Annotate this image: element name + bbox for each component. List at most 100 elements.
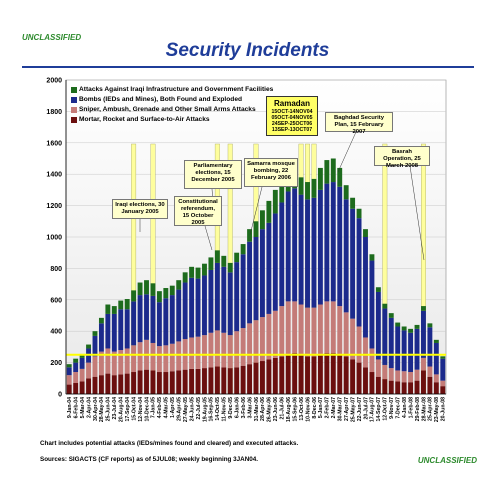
x-tick-label: 27-Apr-07 — [344, 397, 350, 421]
bar-mortar — [195, 368, 201, 394]
bar-sniper — [272, 310, 278, 358]
bar-mortar — [279, 356, 285, 394]
bar-bombs — [298, 194, 304, 305]
x-tick-label: 23-Jun-06 — [273, 397, 279, 421]
bar-bombs — [259, 229, 265, 318]
bar-mortar — [343, 356, 349, 394]
bar-sniper — [118, 350, 124, 375]
bar-mortar — [311, 356, 317, 394]
bar-mortar — [272, 357, 278, 394]
legend-item-mortar: Mortar, Rocket and Surface-to-Air Attack… — [71, 115, 273, 125]
bar-bombs — [324, 183, 330, 302]
x-tick-label: 31-Mar-06 — [254, 397, 260, 421]
ramadan-title: Ramadan — [273, 99, 310, 108]
bar-sniper — [247, 323, 253, 365]
bar-mortar — [189, 368, 195, 394]
bar-mortar — [440, 386, 446, 394]
x-tick-label: 22-Jul-05 — [196, 397, 202, 420]
bar-infrastructure — [266, 200, 272, 223]
bar-infrastructure — [408, 328, 414, 333]
bar-bombs — [253, 237, 259, 321]
x-tick-label: 1-Feb-08 — [408, 397, 414, 418]
callout-leader — [204, 225, 213, 251]
bar-mortar — [169, 371, 175, 394]
x-tick-label: 25-Apr-08 — [428, 397, 434, 421]
bar-infrastructure — [363, 229, 368, 237]
bar-bombs — [433, 342, 439, 375]
bar-sniper — [433, 374, 439, 383]
bar-infrastructure — [311, 178, 317, 198]
bar-infrastructure — [330, 158, 336, 183]
x-tick-label: 25-Jun-04 — [106, 397, 112, 421]
bar-sniper — [369, 348, 375, 373]
bar-sniper — [227, 335, 233, 369]
x-tick-label: 20-Jun-08 — [441, 397, 447, 421]
x-tick-label: 19-Aug-05 — [202, 397, 208, 422]
bar-sniper — [440, 380, 446, 387]
bar-bombs — [234, 262, 240, 332]
bar-sniper — [401, 371, 407, 383]
bar-sniper — [234, 331, 240, 368]
bar-sniper — [189, 337, 195, 369]
bar-mortar — [259, 361, 265, 394]
y-tick-label: 200 — [50, 360, 62, 367]
bar-bombs — [150, 295, 156, 343]
callout-basrah-operation: Basrah Operation, 25 March 2008 — [374, 146, 430, 169]
ramadan-period: 05OCT-04NOV05 — [271, 115, 313, 121]
bar-sniper — [324, 301, 330, 354]
x-tick-label: 15-Sep-06 — [292, 397, 298, 422]
chart-note: Chart includes potential attacks (IEDs/m… — [40, 440, 299, 447]
bar-mortar — [356, 362, 362, 394]
bar-mortar — [427, 376, 433, 394]
bar-mortar — [363, 367, 368, 394]
x-tick-label: 20-Jul-07 — [363, 397, 369, 420]
bar-infrastructure — [343, 185, 349, 200]
bar-infrastructure — [440, 356, 446, 359]
bar-bombs — [311, 197, 317, 308]
bar-bombs — [176, 289, 182, 342]
bar-mortar — [163, 372, 169, 394]
x-tick-label: 10-Dec-04 — [144, 397, 150, 422]
bar-bombs — [350, 208, 356, 319]
bar-infrastructure — [259, 210, 265, 230]
legend-label: Sniper, Ambush, Grenade and Other Small … — [79, 106, 256, 113]
x-tick-label: 22-Jun-07 — [357, 397, 363, 421]
bar-infrastructure — [337, 167, 343, 187]
bar-infrastructure — [124, 299, 130, 310]
y-tick-label: 2000 — [46, 78, 62, 85]
bar-mortar — [221, 367, 227, 394]
bar-sniper — [305, 307, 310, 357]
bar-sniper — [363, 337, 368, 368]
bar-infrastructure — [156, 291, 162, 303]
x-tick-label: 7-Jan-05 — [151, 397, 157, 418]
bar-sniper — [240, 328, 246, 366]
bar-infrastructure — [169, 285, 175, 296]
bar-bombs — [208, 269, 214, 333]
bar-sniper — [285, 301, 291, 355]
callout-leader — [409, 165, 425, 261]
bar-bombs — [98, 323, 104, 352]
bar-sniper — [214, 330, 220, 367]
bar-sniper — [111, 351, 117, 376]
bar-mortar — [369, 372, 375, 394]
x-tick-label: 9-Dec-05 — [228, 397, 234, 419]
bar-sniper — [279, 306, 285, 357]
bar-sniper — [311, 307, 317, 357]
ramadan-period: 13SEP-13OCT07 — [271, 127, 313, 133]
bar-infrastructure — [395, 322, 401, 327]
callout-leader — [249, 186, 263, 236]
bar-sniper — [292, 301, 298, 354]
bar-infrastructure — [317, 167, 323, 190]
bar-bombs — [131, 301, 137, 346]
bar-sniper — [266, 313, 272, 360]
bar-mortar — [150, 370, 156, 394]
x-tick-label: 3-Mar-06 — [247, 397, 253, 418]
chart-source: Sources: SIGACTS (CF reports) as of 5JUL… — [40, 456, 258, 463]
x-tick-label: 4-Jan-08 — [402, 397, 408, 418]
bar-infrastructure — [427, 323, 433, 328]
bar-mortar — [285, 354, 291, 394]
bar-infrastructure — [182, 272, 188, 283]
bar-mortar — [118, 374, 124, 394]
bar-infrastructure — [86, 344, 91, 349]
bar-sniper — [388, 368, 394, 381]
